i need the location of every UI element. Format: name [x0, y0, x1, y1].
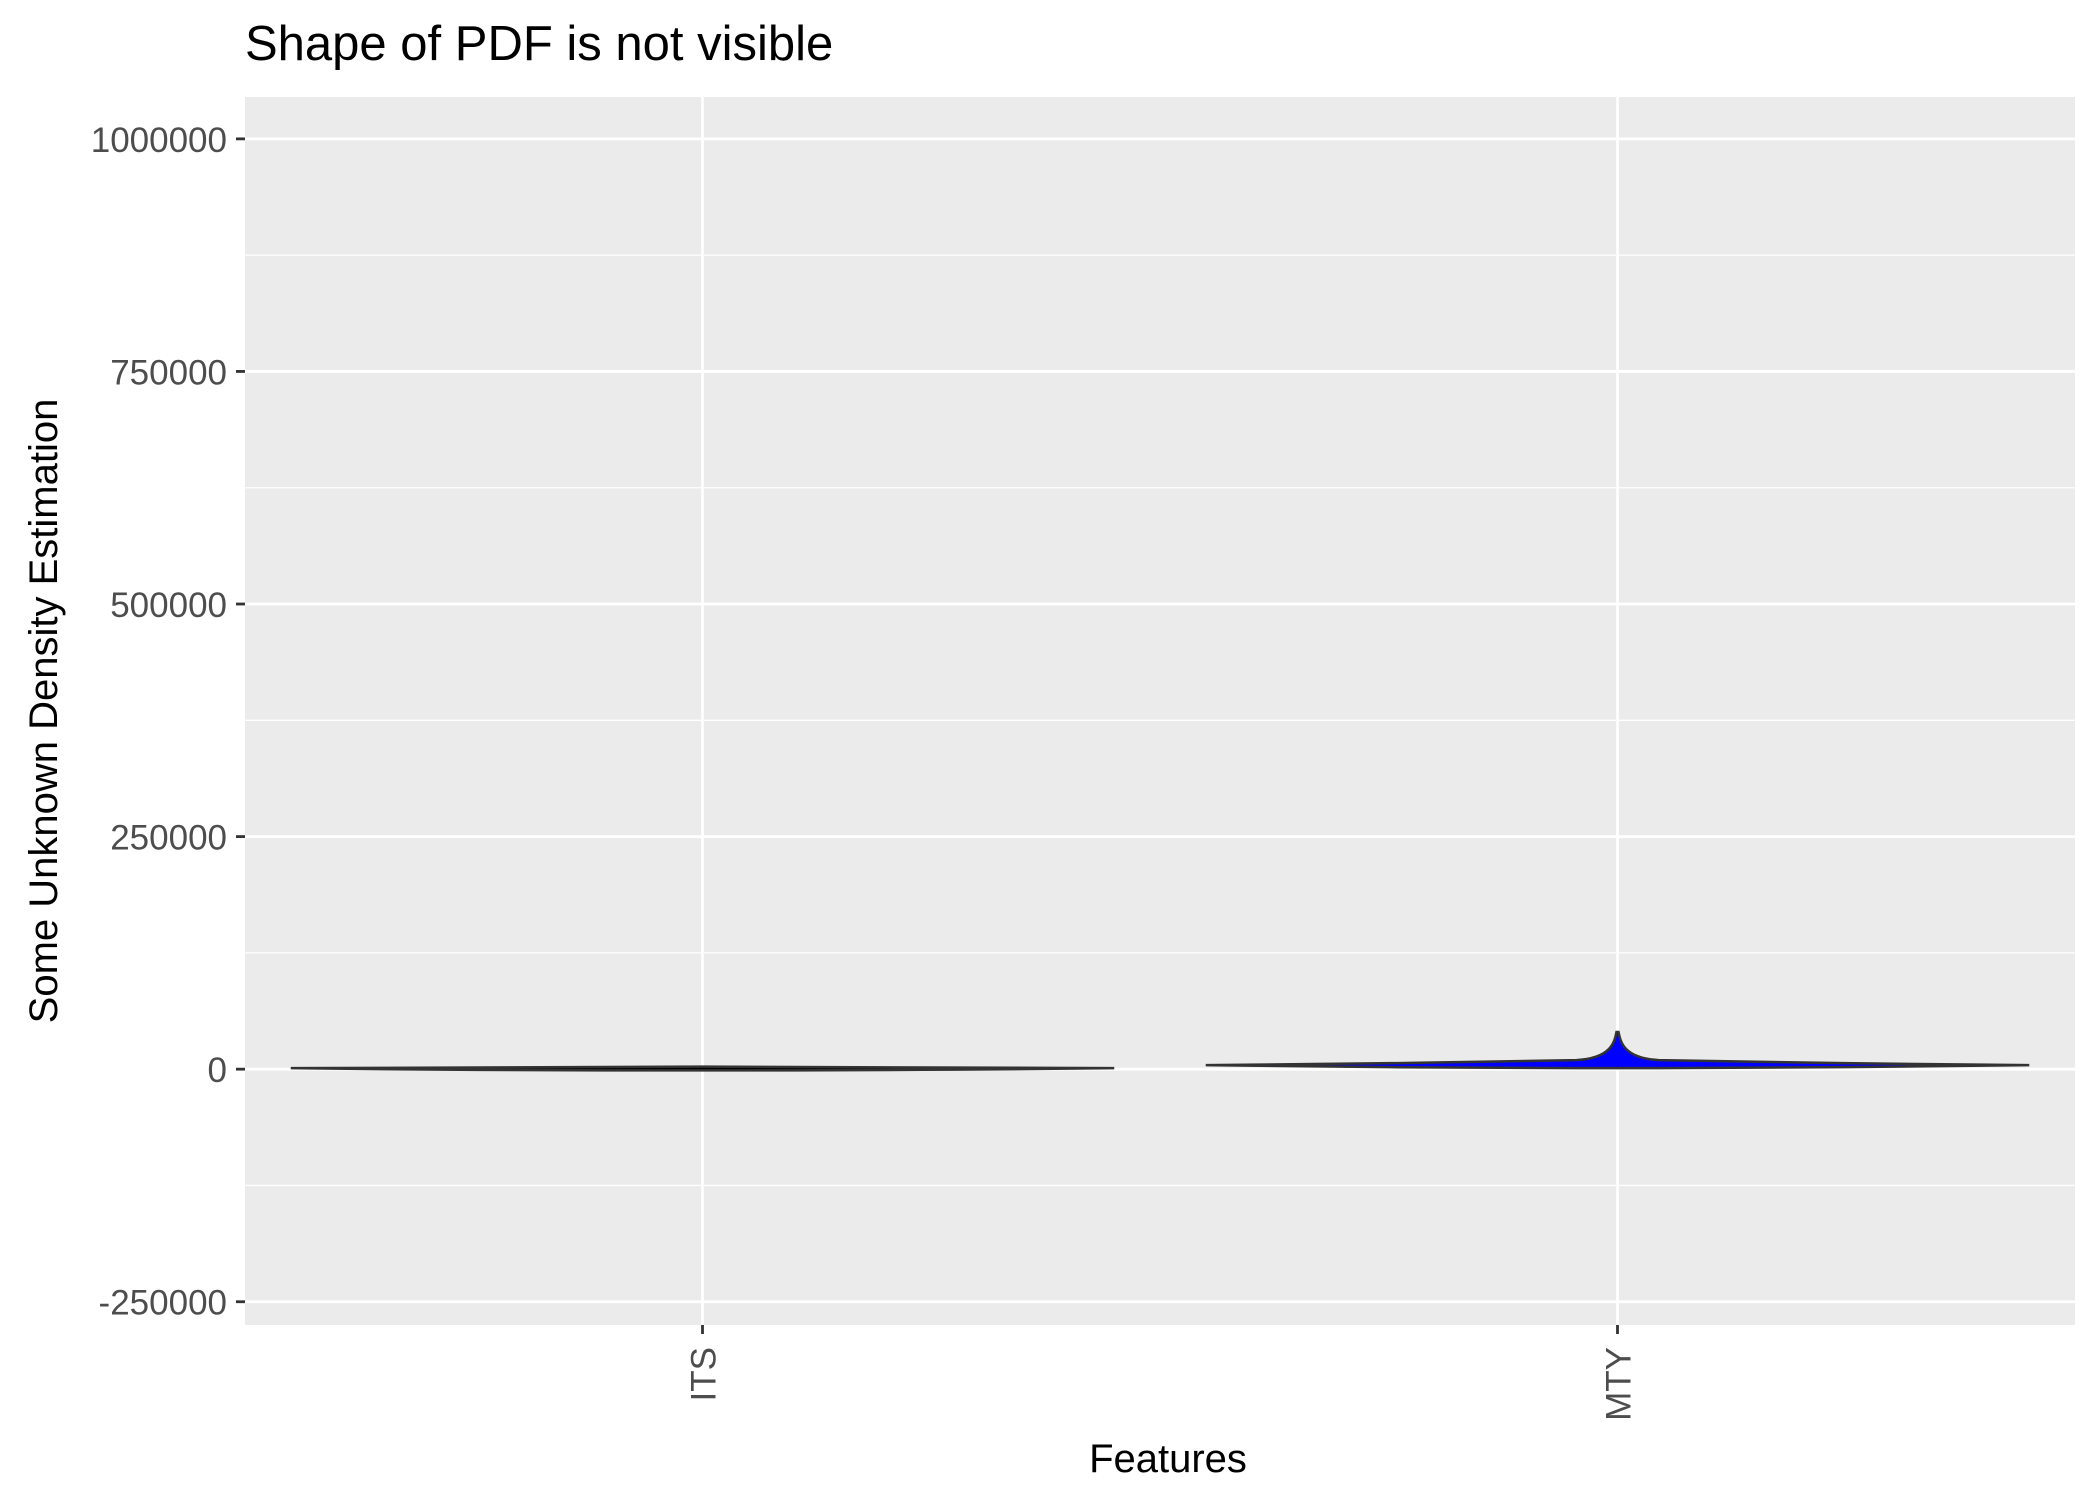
x-tick-label: ITS: [685, 1347, 724, 1401]
y-tick-label: -250000: [99, 1284, 227, 1323]
y-tick-label: 250000: [110, 819, 227, 858]
x-tick-label: MTY: [1600, 1347, 1639, 1421]
chart-title: Shape of PDF is not visible: [245, 17, 833, 71]
plot-panel: [245, 97, 2075, 1325]
y-tick-label: 500000: [110, 586, 227, 625]
grid-lines: [245, 97, 2075, 1325]
y-tick-label: 750000: [110, 353, 227, 392]
violin-its: [290, 1065, 1115, 1072]
y-tick-label: 1000000: [91, 121, 227, 160]
x-axis-title: Features: [1089, 1437, 1247, 1481]
y-tick-label: 0: [208, 1051, 227, 1090]
axes: -250000 0 250000 500000 750000 1000000 ITS MTY: [91, 121, 1639, 1421]
violins: [290, 1030, 2030, 1072]
y-axis-title: Some Unknown Density Estimation: [22, 399, 66, 1024]
violin-mty: [1205, 1030, 2030, 1070]
